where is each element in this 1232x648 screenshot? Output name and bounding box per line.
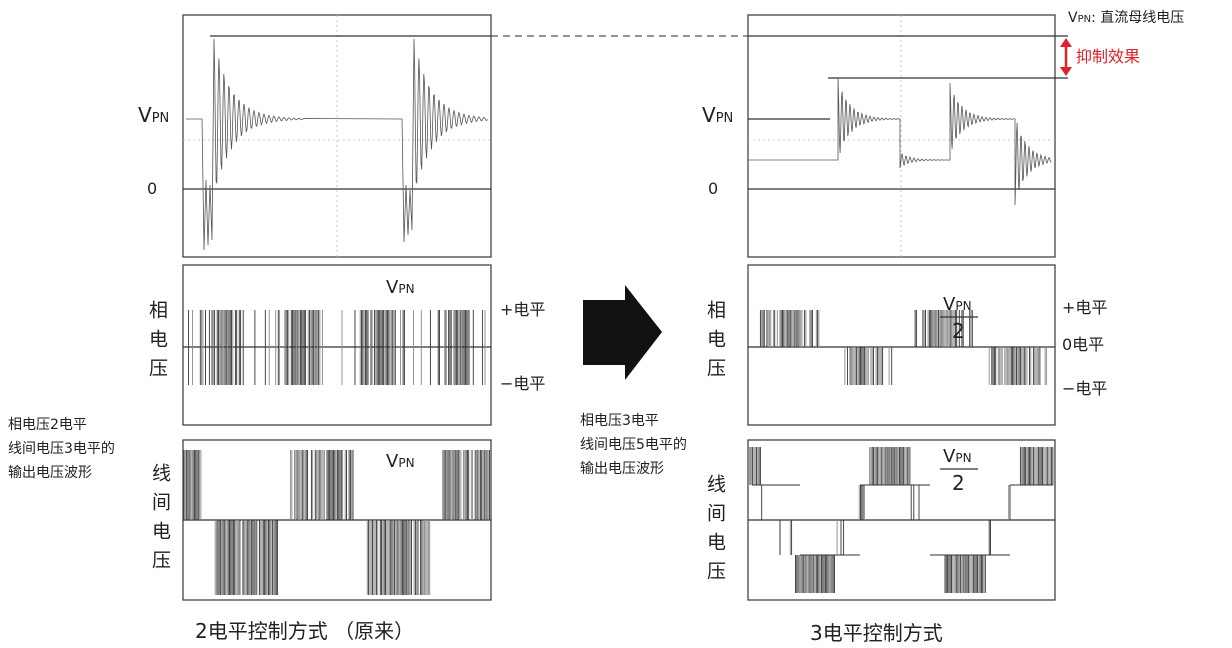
zero-label: 0 bbox=[708, 179, 718, 198]
svg-text:2: 2 bbox=[952, 319, 965, 343]
suppression-label: 抑制效果 bbox=[1076, 47, 1140, 66]
caption: 3电平控制方式 bbox=[810, 621, 943, 645]
note-line: 相电压2电平 bbox=[8, 417, 87, 433]
note-line: 输出电压波形 bbox=[580, 461, 664, 477]
note-line: 相电压3电平 bbox=[580, 413, 659, 429]
line-label: 线间电压 bbox=[704, 474, 726, 590]
legend: VPN: 直流母线电压 bbox=[1068, 9, 1184, 26]
phase-label: 相电压 bbox=[704, 300, 726, 387]
line-label: 线间电压 bbox=[149, 463, 171, 579]
phase-label: 相电压 bbox=[146, 300, 168, 387]
caption: 2电平控制方式 （原来） bbox=[195, 619, 414, 643]
note-line: 线间电压3电平的 bbox=[8, 441, 115, 457]
minus-level: −电平 bbox=[500, 374, 545, 393]
note-line: 输出电压波形 bbox=[8, 465, 92, 481]
zero-level: 0电平 bbox=[1062, 335, 1104, 354]
diagram: 抑制效果 VPN: 直流母线电压 VPN 0 相电压 +电平 −电平 VPN 线… bbox=[0, 0, 1232, 648]
transition-arrow bbox=[583, 285, 662, 380]
suppression-arrow bbox=[1060, 38, 1072, 76]
minus-level: −电平 bbox=[1062, 379, 1107, 398]
note-line: 线间电压5电平的 bbox=[580, 437, 687, 453]
plus-level: +电平 bbox=[500, 300, 545, 319]
plus-level: +电平 bbox=[1062, 298, 1107, 317]
vpn-label: VPN bbox=[138, 103, 169, 127]
zero-label: 0 bbox=[147, 179, 157, 198]
vpn-label: VPN bbox=[702, 103, 733, 127]
svg-text:2: 2 bbox=[952, 471, 965, 495]
right-top-panel bbox=[748, 15, 1055, 257]
